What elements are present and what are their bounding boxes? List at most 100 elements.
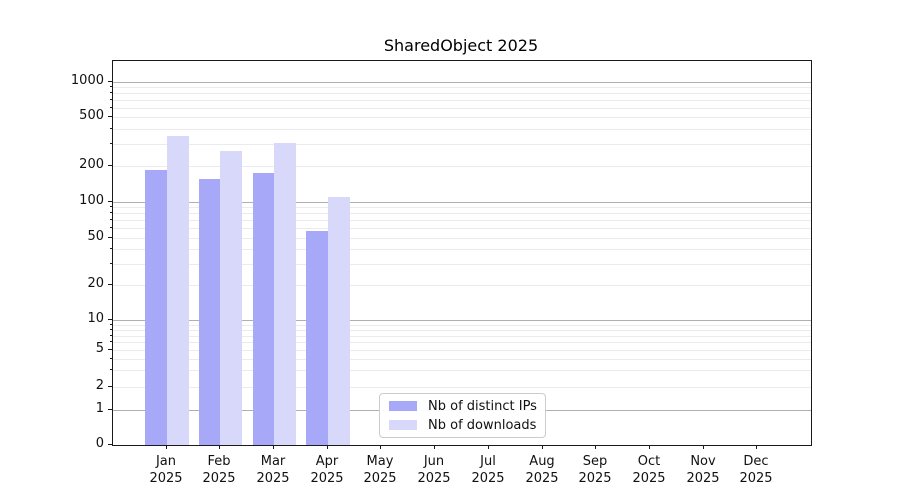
gridline-100	[113, 202, 811, 203]
gridline-10	[113, 320, 811, 321]
gridline-3	[113, 370, 811, 371]
y-minortick-8	[110, 329, 112, 330]
y-minortick-600	[110, 107, 112, 108]
x-tick-label-sep: Sep 2025	[578, 454, 612, 486]
y-tick-label-20: 20	[87, 276, 104, 291]
x-tick-aug	[542, 445, 543, 449]
y-tick-label-100: 100	[79, 193, 104, 208]
x-tick-nov	[703, 445, 704, 449]
x-tick-feb	[219, 445, 220, 449]
legend-label-downloads: Nb of downloads	[428, 417, 537, 433]
y-minortick-9	[110, 324, 112, 325]
gridline-1000	[113, 82, 811, 83]
gridline-900	[113, 87, 811, 88]
x-tick-jul	[488, 445, 489, 449]
legend-swatch-distinct-ips-icon	[389, 401, 417, 411]
gridline-2	[113, 387, 811, 388]
x-tick-label-jun: Jun 2025	[417, 454, 451, 486]
y-minortick-5	[110, 349, 112, 350]
gridline-50	[113, 238, 811, 239]
gridline-600	[113, 108, 811, 109]
x-tick-label-feb: Feb 2025	[202, 454, 236, 486]
bar-distinct-ips-apr	[306, 231, 328, 445]
y-minortick-80	[110, 212, 112, 213]
y-tick-label-1: 1	[95, 401, 104, 416]
gridline-60	[113, 228, 811, 229]
y-tick-10	[108, 319, 112, 320]
gridline-90	[113, 207, 811, 208]
y-minortick-90	[110, 206, 112, 207]
gridline-300	[113, 144, 811, 145]
gridline-200	[113, 166, 811, 167]
legend-label-distinct-ips: Nb of distinct IPs	[428, 398, 537, 414]
y-tick-label-50: 50	[87, 229, 104, 244]
gridline-8	[113, 330, 811, 331]
gridline-5	[113, 350, 811, 351]
y-tick-label-0: 0	[95, 436, 104, 451]
x-tick-mar	[273, 445, 274, 449]
x-tick-label-jul: Jul 2025	[471, 454, 505, 486]
plot-area	[112, 60, 812, 446]
gridline-4	[113, 359, 811, 360]
bar-distinct-ips-jan	[145, 170, 167, 445]
y-minortick-800	[110, 92, 112, 93]
gridline-800	[113, 93, 811, 94]
legend-item-downloads: Nb of downloads	[389, 417, 536, 433]
bar-downloads-feb	[220, 151, 242, 445]
bar-distinct-ips-feb	[199, 179, 221, 445]
x-tick-dec	[756, 445, 757, 449]
y-minortick-30	[110, 263, 112, 264]
y-minortick-200	[110, 165, 112, 166]
bar-distinct-ips-mar	[253, 173, 275, 445]
y-minortick-70	[110, 219, 112, 220]
y-tick-label-1000: 1000	[70, 73, 104, 88]
legend-item-distinct-ips: Nb of distinct IPs	[389, 398, 537, 414]
y-tick-label-500: 500	[79, 108, 104, 123]
bar-downloads-mar	[274, 143, 296, 445]
gridline-20	[113, 285, 811, 286]
gridline-500	[113, 117, 811, 118]
y-minortick-60	[110, 227, 112, 228]
gridline-6	[113, 342, 811, 343]
y-minortick-3	[110, 369, 112, 370]
y-tick-0	[108, 444, 112, 445]
y-tick-label-2: 2	[95, 378, 104, 393]
x-tick-label-may: May 2025	[363, 454, 397, 486]
y-minortick-500	[110, 116, 112, 117]
x-tick-may	[380, 445, 381, 449]
gridline-700	[113, 100, 811, 101]
x-tick-jun	[434, 445, 435, 449]
x-tick-jan	[166, 445, 167, 449]
y-tick-label-200: 200	[79, 157, 104, 172]
x-tick-sep	[595, 445, 596, 449]
y-tick-1	[108, 409, 112, 410]
y-minortick-20	[110, 284, 112, 285]
x-tick-label-nov: Nov 2025	[686, 454, 720, 486]
x-tick-label-aug: Aug 2025	[525, 454, 559, 486]
y-minortick-4	[110, 358, 112, 359]
y-minortick-300	[110, 143, 112, 144]
y-minortick-400	[110, 128, 112, 129]
y-minortick-7	[110, 335, 112, 336]
gridline-30	[113, 264, 811, 265]
gridline-80	[113, 213, 811, 214]
x-tick-apr	[327, 445, 328, 449]
bar-downloads-apr	[328, 197, 350, 445]
y-minortick-40	[110, 248, 112, 249]
gridline-400	[113, 129, 811, 130]
gridline-9	[113, 325, 811, 326]
y-tick-label-10: 10	[87, 311, 104, 326]
y-minortick-2	[110, 386, 112, 387]
y-tick-1000	[108, 81, 112, 82]
x-tick-label-jan: Jan 2025	[149, 454, 183, 486]
y-minortick-50	[110, 237, 112, 238]
y-tick-label-5: 5	[95, 341, 104, 356]
x-tick-label-apr: Apr 2025	[310, 454, 344, 486]
bar-downloads-jan	[167, 136, 189, 445]
x-tick-label-oct: Oct 2025	[632, 454, 666, 486]
y-minortick-900	[110, 86, 112, 87]
x-tick-oct	[649, 445, 650, 449]
gridline-40	[113, 249, 811, 250]
legend: Nb of distinct IPs Nb of downloads	[379, 393, 546, 438]
